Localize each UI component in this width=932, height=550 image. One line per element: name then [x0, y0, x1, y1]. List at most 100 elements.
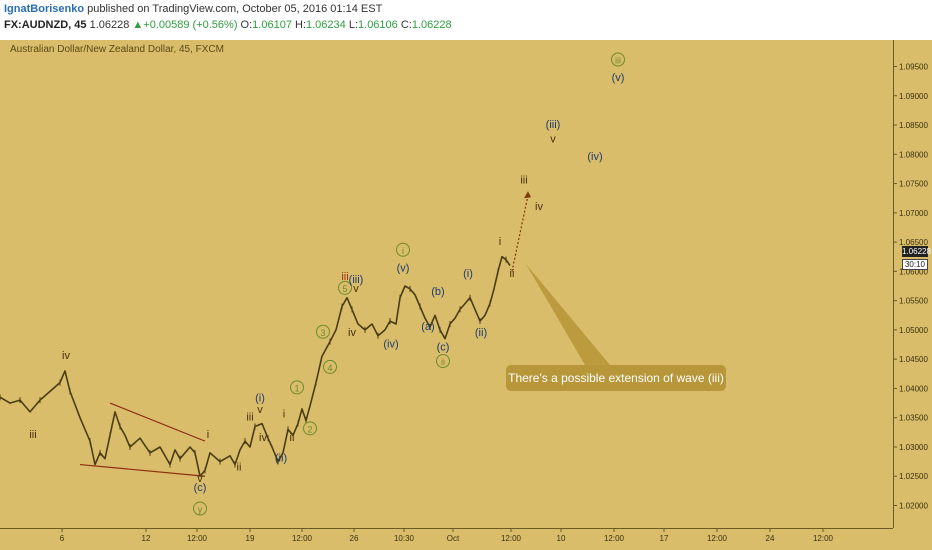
y-tick-label: 1.08500: [899, 121, 928, 130]
high-value: 1.06234: [306, 19, 346, 31]
wave-label: iii: [29, 429, 36, 441]
price-change: +0.00589 (+0.56%): [143, 19, 238, 31]
y-tick-label: 1.02000: [899, 502, 928, 511]
x-tick-label: Oct: [447, 534, 460, 543]
symbol-info-line: FX:AUDNZD, 45 1.06228 ▲+0.00589 (+0.56%)…: [4, 19, 452, 31]
wave-label: i: [499, 236, 501, 248]
x-tick-label: 19: [246, 534, 255, 543]
bar-countdown-tag: 30:10: [902, 259, 928, 270]
close-label: C:: [400, 19, 412, 31]
projection-arrow: [511, 195, 529, 272]
publish-header: IgnatBorisenko published on TradingView.…: [0, 0, 932, 40]
wave-label: 4: [327, 363, 332, 373]
y-tick-label: 1.05000: [899, 326, 928, 335]
y-tick-label: 1.07000: [899, 209, 928, 218]
wave-label-circle: [323, 359, 337, 374]
wave-label: iii: [615, 56, 621, 66]
wave-label: ii: [290, 432, 295, 444]
change-up-icon: ▲: [132, 19, 144, 31]
x-tick-label: 10:30: [394, 534, 415, 543]
wave-label: (c): [437, 341, 450, 353]
callout-note[interactable]: There's a possible extension of wave (ii…: [506, 365, 726, 391]
price-chart[interactable]: 1.02000 1.02500 1.03000 1.03500 1.04000 1.045…: [0, 40, 932, 550]
wave-label-circle: [316, 324, 330, 339]
high-label: H:: [295, 19, 306, 31]
open-value: 1.06107: [252, 19, 292, 31]
y-tick-label: 1.03000: [899, 443, 928, 452]
wave-label: i: [207, 429, 209, 441]
x-tick-label: 12: [142, 534, 151, 543]
wave-label: (iii): [349, 274, 364, 286]
x-tick-label: 17: [660, 534, 669, 543]
close-value: 1.06228: [411, 19, 452, 31]
wave-label-circle: [611, 52, 625, 67]
wave-label-circle: [303, 421, 317, 436]
projection-arrowhead: [524, 191, 531, 199]
wave-label-circle: [436, 354, 450, 369]
wave-label: 5: [342, 284, 347, 294]
wave-label: (b): [431, 286, 444, 298]
wave-label: ii: [441, 357, 445, 367]
wave-label: 1: [294, 383, 299, 393]
wave-label: i: [402, 246, 404, 256]
wave-label: v: [353, 283, 359, 295]
last-price: 1.06228: [89, 19, 130, 31]
y-tick-label: 1.06500: [899, 238, 928, 247]
wave-label: y: [198, 505, 203, 515]
low-value: 1.06106: [358, 19, 398, 31]
x-tick-label: 12:00: [187, 534, 208, 543]
price-axis-divider: [893, 40, 894, 528]
wave-label: (a): [421, 321, 434, 333]
x-tick-label: 6: [60, 534, 65, 543]
publish-line: IgnatBorisenko published on TradingView.…: [4, 3, 382, 15]
y-tick-label: 1.09000: [899, 92, 928, 101]
x-tick-label: 10: [557, 534, 566, 543]
x-tick-label: 12:00: [501, 534, 522, 543]
author-link[interactable]: IgnatBorisenko: [4, 3, 85, 15]
wave-label: iii: [246, 412, 253, 424]
wave-label: (i): [463, 268, 473, 280]
y-tick-label: 1.03500: [899, 414, 928, 423]
wave-label: 2: [307, 424, 312, 434]
y-tick-label: 1.08000: [899, 150, 928, 159]
y-tick-label: 1.04000: [899, 384, 928, 393]
wave-label-circle: [396, 242, 410, 257]
wave-label-circle: [338, 280, 352, 295]
wave-label: v: [197, 473, 203, 485]
wave-label: (v): [397, 262, 410, 274]
wave-label: iv: [62, 350, 70, 362]
symbol-name: FX:AUDNZD, 45: [4, 19, 87, 31]
y-tick-label: 1.09500: [899, 62, 928, 71]
chart-area[interactable]: 1.02000 1.02500 1.03000 1.03500 1.04000 1.045…: [0, 40, 932, 550]
wave-label: iv: [535, 201, 543, 213]
wave-label: ii: [237, 461, 242, 473]
wave-label: 3: [320, 328, 325, 338]
wave-label: (c): [194, 482, 207, 494]
trendline: [109, 402, 206, 442]
wave-label: iii: [341, 271, 348, 283]
wave-label: v: [257, 404, 263, 416]
open-label: O:: [240, 19, 253, 31]
y-tick-label: 1.07500: [899, 180, 928, 189]
wave-label: (i): [255, 392, 265, 404]
y-tick-label: 1.04500: [899, 355, 928, 364]
wave-label-circle: [290, 380, 304, 395]
x-tick-label: 24: [766, 534, 775, 543]
wave-label: ii: [510, 268, 515, 280]
x-tick-label: 26: [350, 534, 359, 543]
current-price-tag: 1.06228: [902, 246, 931, 257]
wave-label: (ii): [475, 327, 487, 339]
wave-label: iv: [259, 432, 267, 444]
y-tick-label: 1.06000: [899, 267, 928, 276]
y-tick-label: 1.02500: [899, 472, 928, 481]
wave-label: v: [550, 134, 556, 146]
low-label: L:: [348, 19, 359, 31]
x-tick-label: 12:00: [604, 534, 625, 543]
wave-label: iv: [348, 327, 356, 339]
x-tick-label: 12:00: [813, 534, 834, 543]
wave-label: (iii): [546, 119, 561, 131]
chart-watermark: Australian Dollar/New Zealand Dollar, 45…: [10, 44, 224, 55]
wave-label: iii: [520, 175, 527, 187]
published-text: published on TradingView.com, October 05…: [84, 3, 383, 15]
wave-label: (ii): [275, 453, 287, 465]
